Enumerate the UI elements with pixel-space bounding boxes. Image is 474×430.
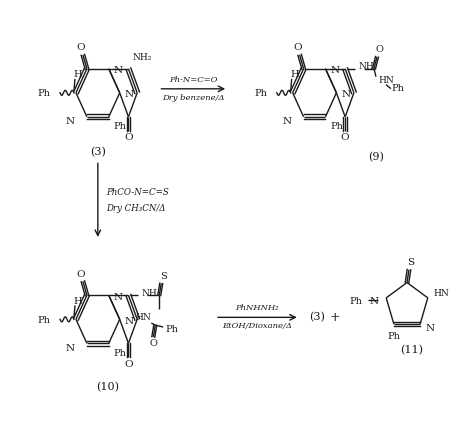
Text: N: N [66, 117, 75, 126]
Text: Ph: Ph [37, 316, 50, 325]
Text: S: S [160, 272, 166, 281]
Text: S: S [408, 258, 415, 267]
Text: Ph: Ph [37, 89, 50, 98]
Text: Ph: Ph [349, 297, 362, 306]
Text: Dry benzene/Δ: Dry benzene/Δ [162, 94, 225, 102]
Text: N: N [125, 90, 134, 99]
Text: (3): (3) [90, 147, 106, 157]
Text: N: N [283, 117, 292, 126]
Text: N: N [66, 344, 75, 353]
Text: N: N [369, 297, 378, 306]
Text: N: N [114, 66, 123, 75]
Text: Ph: Ph [392, 84, 405, 93]
Text: Ph: Ph [330, 122, 343, 131]
Text: Ph: Ph [387, 332, 401, 341]
Text: PhNHNH₂: PhNHNH₂ [236, 304, 279, 312]
Text: PhCO-N=C=S: PhCO-N=C=S [106, 187, 169, 197]
Text: O: O [293, 43, 302, 52]
Text: NH: NH [141, 289, 157, 298]
Text: HN: HN [434, 289, 449, 298]
Text: Ph: Ph [165, 325, 178, 334]
Text: Ph: Ph [254, 89, 267, 98]
Text: O: O [149, 339, 157, 348]
Text: H: H [73, 297, 82, 306]
Text: Ph: Ph [114, 349, 127, 358]
Text: N: N [114, 293, 123, 302]
Text: N: N [425, 323, 434, 332]
Text: O: O [341, 133, 349, 142]
Text: (11): (11) [401, 345, 423, 355]
Text: HN: HN [136, 313, 151, 322]
Text: N: N [330, 66, 339, 75]
Text: O: O [124, 360, 133, 369]
Text: N: N [341, 90, 350, 99]
Text: O: O [124, 133, 133, 142]
Text: H: H [73, 71, 82, 80]
Text: Ph: Ph [114, 122, 127, 131]
Text: H: H [291, 71, 299, 80]
Text: HN: HN [378, 76, 394, 85]
Text: (9): (9) [368, 152, 384, 163]
Text: O: O [375, 46, 383, 54]
Text: O: O [77, 43, 85, 52]
Text: Dry CH₃CN/Δ: Dry CH₃CN/Δ [106, 203, 165, 212]
Text: (3): (3) [310, 312, 326, 322]
Text: O: O [77, 270, 85, 279]
Text: (10): (10) [96, 382, 119, 392]
Text: NH: NH [358, 62, 374, 71]
Text: N: N [125, 317, 134, 326]
Text: NH₂: NH₂ [132, 53, 152, 62]
Text: Ph-N=C=O: Ph-N=C=O [169, 76, 218, 84]
Text: EtOH/Dioxane/Δ: EtOH/Dioxane/Δ [222, 322, 292, 330]
Text: +: + [330, 311, 341, 324]
